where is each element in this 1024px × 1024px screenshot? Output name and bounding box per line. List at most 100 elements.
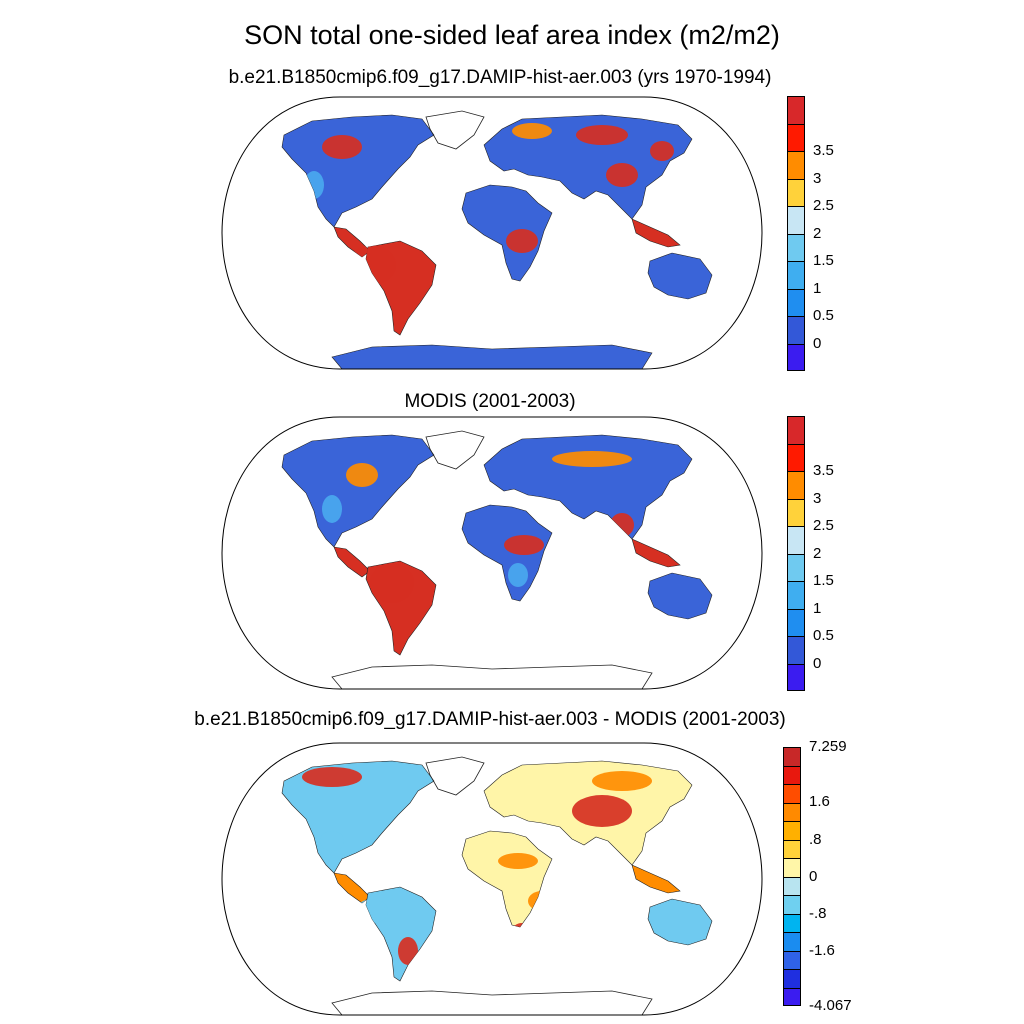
colorbar-swatch <box>783 784 801 803</box>
africa-landmass <box>461 184 553 282</box>
africa-landmass <box>461 504 553 602</box>
antarctica-landmass <box>331 664 653 689</box>
australia-landmass <box>647 898 713 946</box>
lai-hotspot <box>346 463 378 487</box>
colorbar-frame <box>783 747 801 1006</box>
lai-hotspot <box>498 853 538 869</box>
panel-3-subtitle: b.e21.B1850cmip6.f09_g17.DAMIP-hist-aer.… <box>194 709 786 730</box>
lai-hotspot <box>322 495 342 523</box>
colorbar-tick-label: 1.5 <box>813 252 834 269</box>
namerica-landmass <box>281 434 435 548</box>
lai-hotspot <box>512 123 552 139</box>
colorbar-swatch <box>787 206 805 234</box>
colorbar-tick-label: 0.5 <box>813 307 834 324</box>
namerica-landmass <box>281 760 435 874</box>
colorbar-tick-label: 2.5 <box>813 517 834 534</box>
australia-landmass <box>647 572 713 620</box>
colorbar-tick-label: 0 <box>813 654 822 672</box>
lai-hotspot <box>370 563 414 603</box>
colorbar-swatch <box>787 316 805 344</box>
colorbar-tick-label: 1.6 <box>809 793 830 810</box>
colorbar-tick-label: 3 <box>813 169 822 187</box>
main-title: SON total one-sided leaf area index (m2/… <box>244 20 780 50</box>
colorbar-tick-label: 1 <box>813 599 822 617</box>
colorbar-swatch <box>787 178 805 206</box>
lai-hotspot <box>302 767 362 787</box>
colorbar-tick-label: 1.5 <box>813 572 834 589</box>
colorbar-swatch <box>783 876 801 895</box>
colorbar-tick-label: 2 <box>813 224 822 242</box>
eurasia-landmass <box>483 434 693 540</box>
difference-lai-map <box>221 742 763 1016</box>
lai-hotspot <box>592 771 652 791</box>
colorbar-tick-label: 0 <box>813 334 822 352</box>
colorbar-tick-label: 3.5 <box>813 142 834 159</box>
colorbar-swatch <box>787 471 805 499</box>
colorbar-tick-label: .8 <box>809 831 822 848</box>
colorbar-tick-label: 3 <box>813 489 822 507</box>
colorbar-swatch <box>787 498 805 526</box>
colorbar-tick-label: 2.5 <box>813 197 834 214</box>
camerica-landmass <box>333 546 371 578</box>
panel-1-subtitle: b.e21.B1850cmip6.f09_g17.DAMIP-hist-aer.… <box>228 67 772 88</box>
colorbar-swatch <box>783 839 801 858</box>
australia-landmass <box>647 252 713 300</box>
colorbar-swatch <box>787 288 805 316</box>
antarctica-landmass <box>331 990 653 1015</box>
antarctica-landmass <box>331 344 653 369</box>
colorbar-swatch <box>783 802 801 821</box>
map-frame <box>221 742 763 1016</box>
colorbar-tick-label: -1.6 <box>809 942 835 959</box>
colorbar-swatch <box>783 858 801 877</box>
greenland-landmass <box>425 110 485 150</box>
colorbar-tick-label: 0 <box>809 868 818 885</box>
lai-hotspot <box>650 141 674 161</box>
colorbar-swatch <box>787 663 805 691</box>
colorbar-tick-label: -4.067 <box>809 997 852 1014</box>
colorbar-swatch <box>787 608 805 636</box>
colorbar-swatch <box>787 233 805 261</box>
lai-hotspot <box>504 535 544 555</box>
colorbar-swatch <box>787 123 805 151</box>
lai-hotspot <box>572 795 632 827</box>
lai-hotspot <box>552 451 632 467</box>
colorbar-swatch <box>783 932 801 951</box>
colorbar-tick-label: 1 <box>813 279 822 297</box>
colorbar-frame <box>787 96 805 371</box>
eurasia-landmass <box>483 114 693 220</box>
colorbar-swatch <box>787 261 805 289</box>
lai-hotspot <box>506 229 538 253</box>
colorbar-swatch <box>783 895 801 914</box>
lai-hotspot <box>606 163 638 187</box>
lai-hotspot <box>320 831 344 851</box>
colorbar-swatch <box>787 581 805 609</box>
colorbar-swatch <box>783 969 801 988</box>
colorbar-tick-label: 7.259 <box>809 738 847 755</box>
colorbar-swatch <box>787 526 805 554</box>
colorbar-swatch <box>783 913 801 932</box>
map-frame <box>221 416 763 690</box>
greenland-landmass <box>425 756 485 796</box>
seasia-landmass <box>631 864 681 894</box>
model-lai-map <box>221 96 763 370</box>
lai-hotspot <box>576 125 628 145</box>
colorbar-swatch <box>787 343 805 371</box>
colorbar-tick-label: 2 <box>813 544 822 562</box>
colorbar-tick-label: 3.5 <box>813 462 834 479</box>
map-frame <box>221 96 763 370</box>
lai-hotspot <box>508 563 528 587</box>
colorbar-swatch <box>787 151 805 179</box>
colorbar-frame <box>787 416 805 691</box>
lai-hotspot <box>322 135 362 159</box>
colorbar-swatch <box>787 443 805 471</box>
seasia-landmass <box>631 538 681 568</box>
colorbar-tick-label: 0.5 <box>813 627 834 644</box>
colorbar-swatch <box>783 765 801 784</box>
namerica-landmass <box>281 114 435 228</box>
colorbar-swatch <box>783 950 801 969</box>
modis-lai-map <box>221 416 763 690</box>
greenland-landmass <box>425 430 485 470</box>
colorbar-swatch <box>783 987 801 1006</box>
colorbar-swatch <box>787 553 805 581</box>
seasia-landmass <box>631 218 681 248</box>
